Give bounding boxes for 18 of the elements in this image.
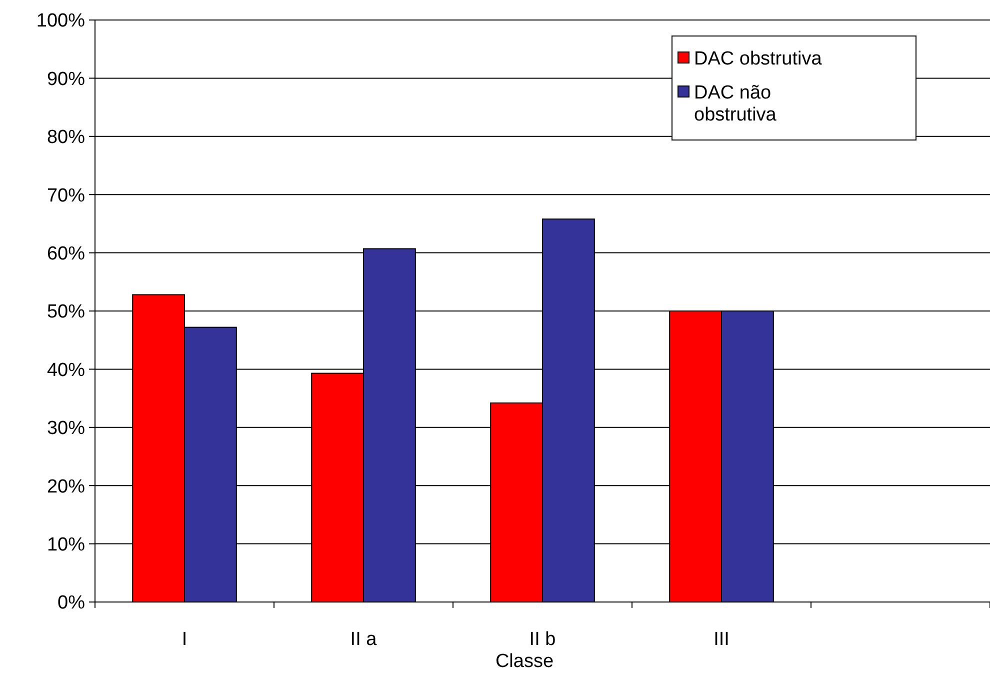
y-tick-label: 20% xyxy=(46,476,86,498)
x-tick-label: III xyxy=(714,629,730,650)
x-tick-label: II a xyxy=(350,629,378,650)
y-tick-label: 100% xyxy=(36,10,86,32)
y-tick-label: 10% xyxy=(46,534,86,556)
y-tick-label: 90% xyxy=(46,68,86,90)
y-tick-label: 70% xyxy=(46,185,86,206)
y-tick-label: 40% xyxy=(46,360,86,381)
x-axis-title: Classe xyxy=(495,651,554,672)
x-tick-label: I xyxy=(182,629,188,650)
y-tick-label: 80% xyxy=(46,127,86,148)
legend-label: DAC não obstrutiva xyxy=(694,82,777,126)
y-tick-label: 50% xyxy=(46,302,86,323)
y-tick-label: 0% xyxy=(58,592,86,614)
x-tick-label: II b xyxy=(529,629,556,650)
y-tick-label: 30% xyxy=(46,418,86,440)
y-tick-label: 60% xyxy=(46,243,86,264)
legend-label: DAC obstrutiva xyxy=(694,48,822,70)
